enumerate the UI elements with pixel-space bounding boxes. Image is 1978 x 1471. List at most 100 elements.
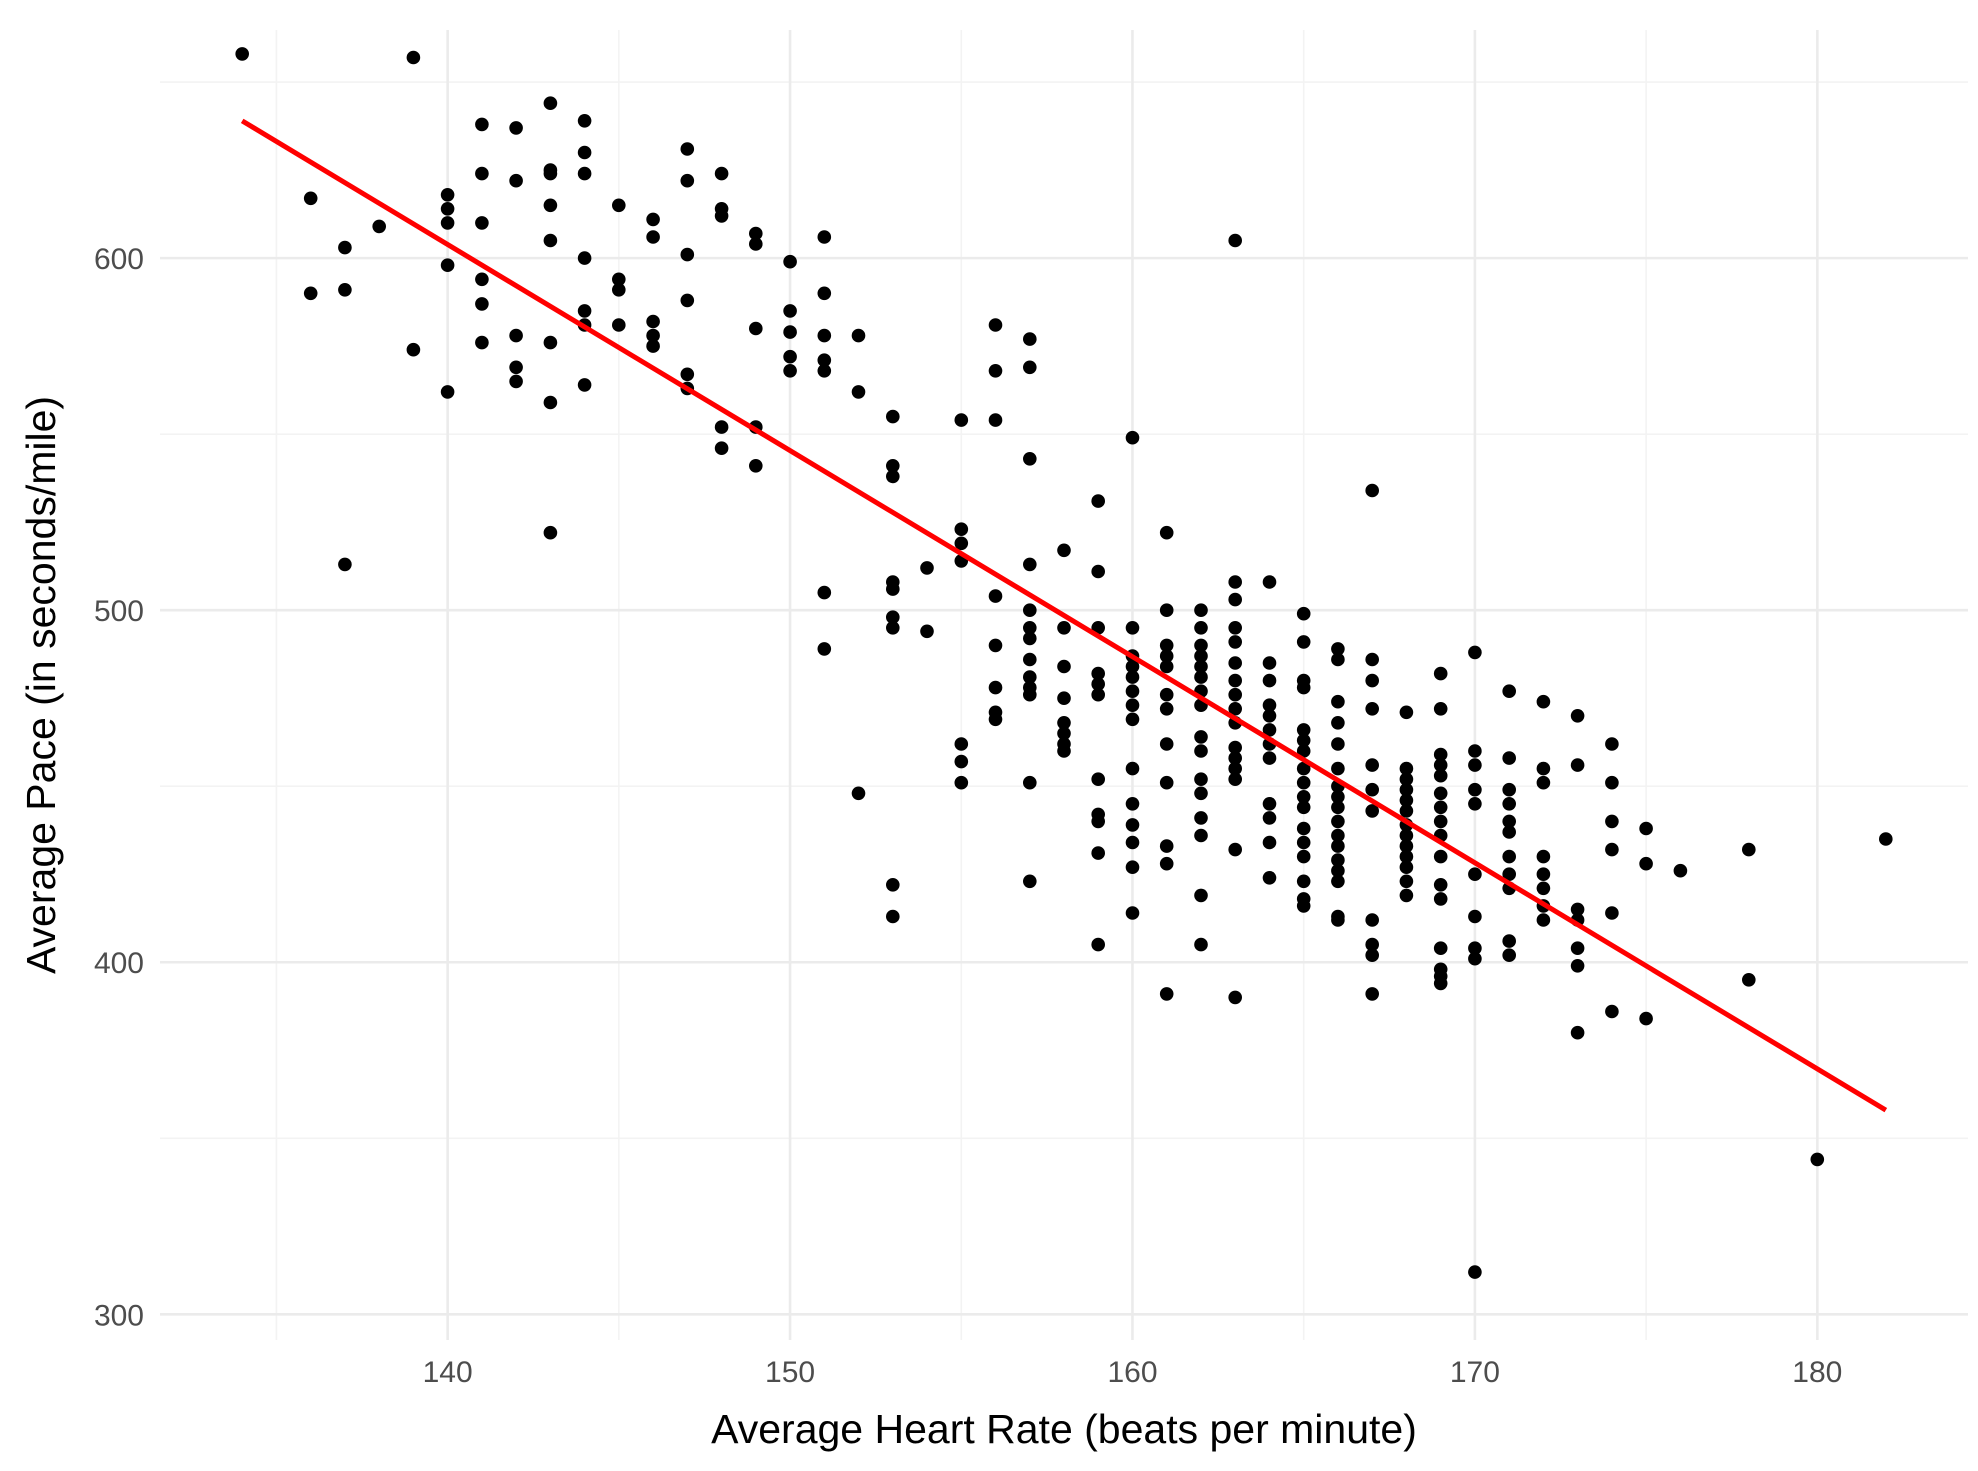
data-point — [1365, 913, 1379, 927]
data-point — [1125, 797, 1140, 811]
data-point — [1399, 793, 1414, 808]
data-point — [1399, 888, 1414, 903]
data-point — [1296, 790, 1311, 804]
grid-lines — [160, 30, 1968, 1340]
data-point — [1023, 670, 1037, 684]
data-point — [1125, 659, 1140, 674]
data-point — [1296, 733, 1311, 748]
data-point — [1365, 948, 1379, 962]
data-point — [1570, 758, 1585, 772]
data-point — [886, 409, 900, 424]
data-point — [1502, 782, 1516, 797]
data-point — [1536, 849, 1551, 864]
data-point — [1433, 814, 1448, 829]
data-point — [1365, 782, 1379, 797]
data-point — [1228, 740, 1242, 755]
data-point — [1228, 673, 1242, 688]
data-point — [1468, 941, 1482, 955]
data-point — [1536, 881, 1551, 896]
data-point — [1125, 818, 1140, 832]
data-point — [1536, 867, 1551, 881]
data-point — [954, 737, 969, 751]
data-point — [1228, 687, 1242, 702]
data-point — [646, 328, 660, 343]
data-point — [1091, 564, 1105, 579]
data-point — [1091, 772, 1105, 786]
data-point — [1057, 691, 1071, 705]
data-point — [1810, 1152, 1825, 1167]
data-point — [886, 878, 900, 892]
data-point — [1091, 937, 1105, 952]
data-point — [1125, 906, 1140, 920]
data-point — [714, 209, 729, 223]
data-point — [1125, 430, 1140, 445]
data-point — [1570, 902, 1585, 917]
data-point — [1365, 483, 1379, 498]
data-point — [1433, 702, 1448, 716]
data-point — [440, 188, 455, 202]
data-point — [1433, 878, 1448, 892]
data-point — [1468, 744, 1482, 758]
data-point — [1331, 839, 1345, 853]
data-point — [1331, 716, 1345, 730]
data-point — [1194, 772, 1208, 786]
data-point — [543, 335, 558, 350]
data-point — [1296, 835, 1311, 850]
data-point — [1502, 934, 1516, 948]
data-point — [1468, 867, 1482, 881]
data-point — [1502, 814, 1516, 829]
data-point — [1399, 761, 1414, 776]
data-point — [1091, 677, 1105, 691]
x-tick-label: 180 — [1792, 1356, 1842, 1389]
data-point — [1228, 621, 1242, 635]
trend-line — [240, 118, 1888, 1113]
data-point — [1262, 698, 1277, 712]
data-point — [1536, 761, 1551, 776]
data-point — [1331, 863, 1345, 878]
data-point — [1399, 782, 1414, 797]
data-point — [543, 96, 558, 110]
data-point — [1057, 621, 1071, 635]
data-point — [1296, 874, 1311, 889]
data-point — [1502, 825, 1516, 839]
data-point — [851, 385, 866, 399]
data-point — [338, 283, 352, 297]
data-point — [1331, 652, 1345, 667]
data-point — [1194, 649, 1208, 663]
data-point — [1194, 603, 1208, 617]
data-point — [338, 557, 352, 572]
data-point — [1639, 856, 1653, 871]
data-point — [1057, 744, 1071, 758]
data-point — [577, 114, 592, 128]
data-point — [440, 216, 455, 230]
data-point — [1433, 768, 1448, 783]
data-point — [1468, 951, 1482, 966]
data-point — [1605, 842, 1619, 857]
data-point — [1125, 712, 1140, 727]
data-point — [1331, 874, 1345, 889]
data-point — [680, 247, 695, 262]
data-point — [646, 339, 660, 353]
data-point — [475, 335, 489, 350]
data-point — [1331, 761, 1345, 776]
data-point — [1057, 716, 1071, 730]
data-point — [509, 328, 523, 343]
data-point — [680, 142, 695, 156]
data-point — [1194, 621, 1208, 635]
data-point — [1468, 758, 1482, 772]
data-point — [1331, 694, 1345, 709]
data-point — [1605, 1004, 1619, 1019]
data-point — [1399, 772, 1414, 786]
data-point — [1433, 758, 1448, 772]
data-point — [577, 145, 592, 160]
data-point — [1023, 557, 1037, 572]
data-point — [1433, 800, 1448, 815]
data-points — [235, 47, 1893, 1279]
x-tick-label: 170 — [1450, 1356, 1500, 1389]
data-point — [1502, 867, 1516, 881]
data-point — [783, 325, 797, 339]
data-point — [749, 237, 763, 251]
data-point — [1194, 670, 1208, 684]
data-point — [1091, 666, 1105, 681]
